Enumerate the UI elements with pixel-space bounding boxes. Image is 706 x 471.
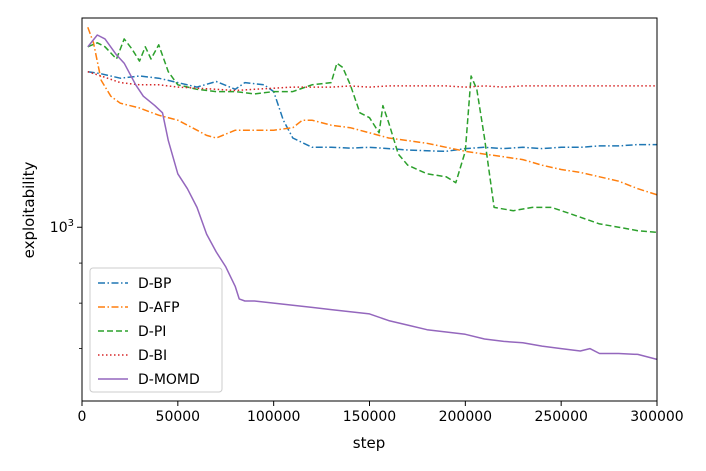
legend-label-d-afp: D-AFP (138, 300, 180, 316)
y-axis: 103 (50, 218, 82, 349)
x-axis-label: step (353, 434, 385, 452)
x-tick-label: 250000 (534, 409, 587, 425)
legend-label-d-pi: D-PI (138, 324, 166, 340)
y-axis-label: exploitability (20, 162, 38, 259)
legend: D-BP D-AFP D-PI D-BI D-MOMD (89, 267, 223, 393)
series-line-d-bi (87, 70, 657, 92)
series-line-d-pi (87, 38, 658, 234)
series-layer (87, 27, 658, 361)
x-tick-label: 300000 (630, 409, 683, 425)
x-tick-label: 50000 (156, 409, 201, 425)
series-line-d-afp (87, 27, 658, 196)
y-tick-label: 103 (50, 218, 74, 236)
x-tick-label: 200000 (439, 409, 492, 425)
x-tick-label: 100000 (247, 409, 300, 425)
series-line-d-momd (87, 34, 658, 361)
legend-box (89, 267, 223, 393)
legend-label-d-bi: D-BI (138, 348, 167, 364)
series-line-d-bp (87, 70, 657, 153)
x-tick-label: 0 (78, 409, 87, 425)
x-tick-label: 150000 (343, 409, 396, 425)
x-axis: 0 50000 100000 150000 200000 250000 300000 (78, 401, 684, 425)
legend-label-d-bp: D-BP (138, 276, 171, 292)
legend-label-d-momd: D-MOMD (138, 372, 200, 388)
